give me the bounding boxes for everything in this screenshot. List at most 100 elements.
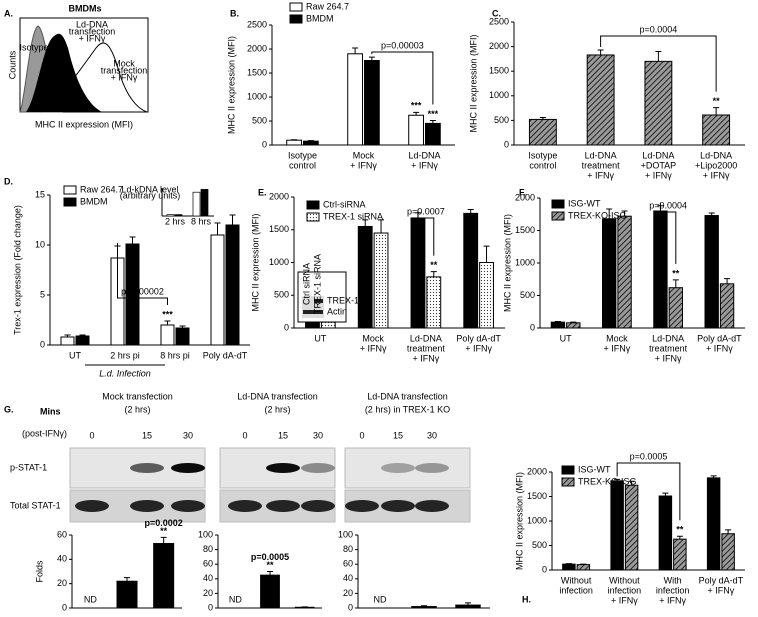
y-tick-label: 100 (338, 529, 353, 539)
lane-label: Ctrl siRNA (301, 263, 311, 305)
y-tick-label: 0 (530, 322, 535, 332)
inset-y-label: (arbitrary units) (120, 190, 181, 200)
legend-swatch (289, 2, 303, 12)
x-tick-label: treatment (582, 160, 621, 170)
y-tick-label: 20 (57, 578, 67, 588)
error-bar (655, 51, 662, 62)
y-tick-label: 5 (40, 289, 45, 299)
error-bar (378, 219, 385, 234)
x-tick-label: Poly dA-dT (699, 575, 744, 585)
x-tick-label: + IFNγ (465, 343, 492, 353)
annotation: ** (430, 260, 438, 270)
x-tick-label: Mock (353, 150, 375, 160)
group-title: (2 hrs) in TREX-1 KO (365, 404, 450, 414)
legend-swatch (306, 200, 320, 210)
x-tick-label: Mock (606, 333, 628, 343)
y-tick-label: 20 (203, 588, 213, 598)
error-bar (413, 111, 420, 116)
bar (617, 215, 632, 329)
x-tick-label: Ld-DNA (408, 150, 440, 160)
annotation: *** (428, 109, 439, 119)
bar (653, 210, 668, 329)
blot-band (415, 463, 449, 473)
bar (411, 606, 437, 609)
y-tick-label: 2000 (269, 191, 289, 201)
bar (706, 477, 721, 571)
error-bar (160, 536, 167, 544)
chart-title: BMDMs (69, 3, 102, 13)
time-label: 0 (359, 430, 364, 440)
annotation: + IFNγ (111, 72, 138, 82)
x-tick-label: 2 hrs pi (110, 350, 140, 360)
y-tick-label: 0 (62, 602, 67, 612)
error-bar (179, 325, 186, 328)
blot-band (266, 463, 300, 473)
blot-band (381, 500, 415, 512)
error-bar (539, 116, 546, 120)
annotation: transfection (101, 65, 148, 75)
x-tick-label: With (664, 575, 682, 585)
x-tick-label: treatment (407, 343, 446, 353)
bar (602, 218, 617, 329)
legend-label: ISG-WT (578, 464, 611, 474)
y-tick-label: 1500 (527, 491, 547, 501)
bar (364, 60, 380, 146)
annotation: transfection (69, 26, 116, 36)
legend-swatch (306, 212, 320, 222)
annotation: Isotype (19, 42, 48, 52)
y-axis-label: MHC II expression (MFI) (226, 36, 236, 134)
bar (286, 139, 303, 146)
y-axis-label: MHC II expression (MFI) (468, 34, 478, 132)
y-axis-label: MHC II expression (MFI) (250, 213, 260, 311)
legend-swatch (63, 185, 77, 195)
x-tick-label: Without (609, 575, 640, 585)
x-tick-label: UT (560, 333, 572, 343)
y-tick-label: 2500 (247, 19, 267, 29)
error-bar (713, 107, 720, 115)
group-title: Ld-DNA transfection (237, 391, 318, 401)
bracket (417, 209, 435, 256)
y-tick-label: 1000 (489, 90, 509, 100)
legend-label: Ctrl-siRNA (323, 199, 366, 209)
y-tick-label: 500 (494, 115, 509, 125)
y-tick-label: 0 (284, 322, 289, 332)
y-tick-label: 0 (208, 602, 213, 612)
bar (576, 564, 591, 571)
error-bar (597, 49, 604, 55)
x-tick-label: infection (559, 585, 593, 595)
x-tick-label: infection (656, 585, 690, 595)
time-label: 15 (142, 430, 152, 440)
x-tick-label: + IFNγ (659, 595, 686, 605)
error-bar (429, 120, 436, 124)
x-tick-label: Ld-DNA (642, 150, 674, 160)
bar (425, 122, 441, 146)
x-tick-label: + IFNγ (587, 170, 614, 180)
bar (357, 225, 373, 329)
inset-bar (200, 189, 209, 217)
bar (303, 140, 319, 146)
blot-band (228, 500, 262, 512)
x-tick-label: Isotype (288, 150, 317, 160)
bar (463, 212, 479, 329)
bar (704, 215, 719, 329)
error-bar (662, 492, 669, 497)
y-tick-label: 2500 (489, 16, 509, 26)
annotation: p=0.0002 (145, 518, 183, 528)
error-bar (229, 214, 236, 225)
bar (260, 574, 280, 609)
error-bar (554, 321, 561, 323)
x-tick-label: +DOTAP (641, 160, 677, 170)
bar (160, 324, 175, 346)
error-bar (430, 271, 437, 277)
x-tick-label: Mock (362, 333, 384, 343)
time-label: 30 (427, 430, 437, 440)
blot-band (303, 310, 323, 314)
bracket (117, 243, 168, 305)
bar (347, 53, 364, 146)
bar (60, 336, 75, 346)
y-axis-label: Folds (34, 560, 44, 583)
annotation: p=0.0004 (639, 24, 677, 34)
blot-band (130, 463, 164, 473)
time-label: 15 (393, 430, 403, 440)
y-tick-label: 1500 (269, 224, 289, 234)
